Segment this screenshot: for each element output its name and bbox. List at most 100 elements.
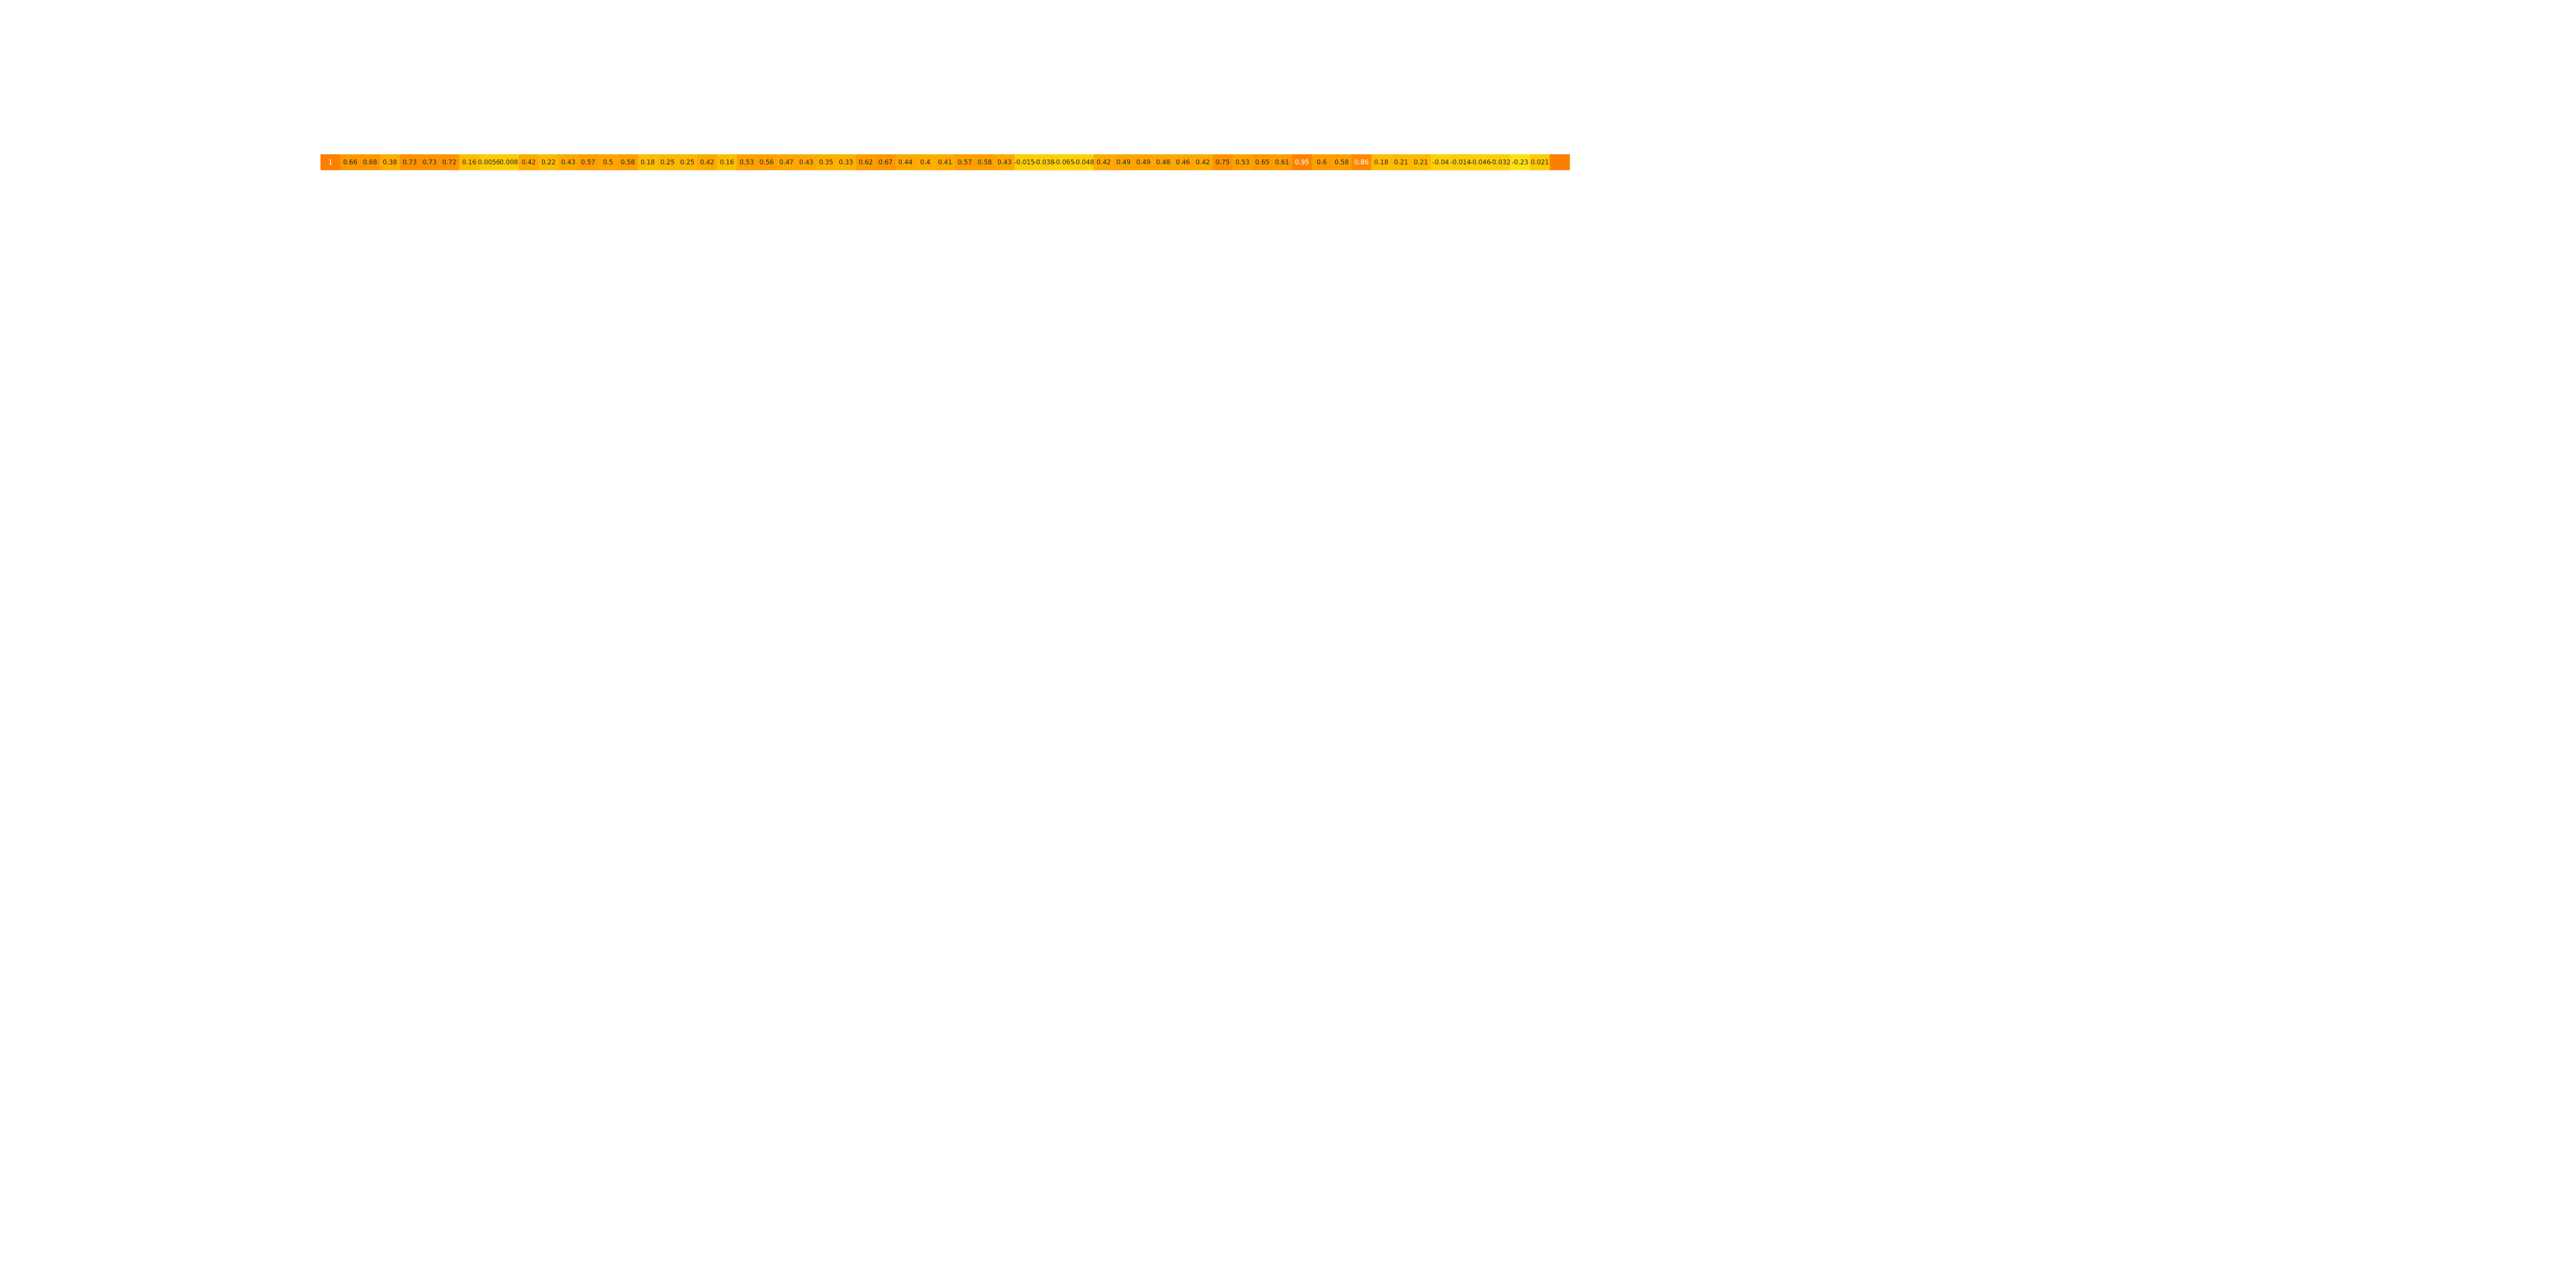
heatmap-cell: [717, 154, 737, 171]
heatmap-cell-label: 0.86: [1354, 159, 1368, 166]
heatmap-cell: [1193, 154, 1213, 171]
heatmap-cell: [1371, 154, 1392, 171]
heatmap-cell-label: -0.23: [1512, 159, 1528, 166]
heatmap-cell-label: 0.5: [603, 159, 613, 166]
heatmap-cell-label: 0.56: [760, 159, 774, 166]
heatmap-cell-label: 0.43: [561, 159, 575, 166]
heatmap-cell: [1530, 154, 1550, 171]
heatmap-cell-label: 0.46: [1176, 159, 1190, 166]
heatmap-cell: [1550, 154, 1570, 171]
heatmap-cell: [1391, 154, 1412, 171]
heatmap-cell: [816, 154, 836, 171]
heatmap-cell: [578, 154, 599, 171]
heatmap-cell: [360, 154, 381, 171]
heatmap-cell: [321, 154, 341, 171]
heatmap-cell: [1470, 154, 1491, 171]
heatmap-cell: [935, 154, 956, 171]
heatmap-cell-label: 0.0056: [478, 159, 500, 166]
heatmap-cell: [1133, 154, 1154, 171]
heatmap-cell: [1312, 154, 1332, 171]
heatmap-cell-label: 0.42: [522, 159, 536, 166]
heatmap-cell: [657, 154, 678, 171]
heatmap-cell-label: 0.73: [402, 159, 417, 166]
heatmap-cell-label: 1: [329, 159, 332, 166]
heatmap-cell-label: 0.021: [1531, 159, 1550, 166]
heatmap-cell: [1073, 154, 1094, 171]
heatmap-cell: [1411, 154, 1431, 171]
heatmap-cell-label: 0.75: [1216, 159, 1230, 166]
heatmap-cell-label: 0.38: [383, 159, 397, 166]
heatmap-cell: [697, 154, 718, 171]
heatmap-cell-label: -0.038: [1034, 159, 1055, 166]
heatmap-cell-label: 0.66: [343, 159, 357, 166]
heatmap-cell: [677, 154, 698, 171]
heatmap-cell: [637, 154, 658, 171]
heatmap-cell: [1252, 154, 1273, 171]
heatmap-cell-label: 0.25: [660, 159, 675, 166]
heatmap-cell: [875, 154, 896, 171]
heatmap-cell-label: 0.18: [640, 159, 654, 166]
heatmap-cell-label: 0.73: [423, 159, 437, 166]
heatmap-cell: [1331, 154, 1352, 171]
heatmap-cell-label: 0.42: [1096, 159, 1111, 166]
heatmap-cell-label: 0.43: [997, 159, 1011, 166]
heatmap-cell: [736, 154, 757, 171]
heatmap-cell-label: 0.57: [581, 159, 596, 166]
heatmap-cell-label: 0.16: [462, 159, 476, 166]
heatmap-cell: [538, 154, 559, 171]
heatmap-cell: [1114, 154, 1134, 171]
heatmap-cell: [598, 154, 619, 171]
heatmap-cell-label: 0.44: [898, 159, 912, 166]
heatmap-cell-label: 0.61: [1275, 159, 1289, 166]
heatmap-cell-label: 0.62: [859, 159, 873, 166]
heatmap-cell-label: -0.048: [1073, 159, 1094, 166]
heatmap-cell-label: 0.95: [1295, 159, 1309, 166]
heatmap-cell-label: 0.72: [442, 159, 456, 166]
heatmap-cell: [1014, 154, 1035, 171]
heatmap-cell-label: 0.21: [1414, 159, 1428, 166]
heatmap-cell: [836, 154, 856, 171]
heatmap-cell-label: 0.42: [700, 159, 714, 166]
heatmap-cell: [994, 154, 1015, 171]
heatmap-cell-label: -0.014: [1450, 159, 1471, 166]
heatmap-cells: [321, 154, 1570, 171]
heatmap-cell: [1272, 154, 1292, 171]
heatmap-cell: [895, 154, 916, 171]
heatmap-cell-label: 0.58: [978, 159, 992, 166]
heatmap-cell-label: 0.57: [958, 159, 972, 166]
heatmap-cell-label: 0.58: [1334, 159, 1348, 166]
heatmap-cell: [757, 154, 777, 171]
heatmap-cell-label: 0.18: [1374, 159, 1389, 166]
heatmap-cell-label: 0.25: [681, 159, 695, 166]
heatmap-cell: [1292, 154, 1313, 171]
heatmap-cell: [558, 154, 579, 171]
heatmap-cell: [1093, 154, 1114, 171]
heatmap-cell-label: 0.53: [739, 159, 754, 166]
heatmap-cell: [776, 154, 797, 171]
heatmap-cell-label: 0.48: [1156, 159, 1170, 166]
heatmap-cell: [499, 154, 520, 171]
heatmap-cell: [340, 154, 361, 171]
heatmap-cell-label: -0.065: [1054, 159, 1075, 166]
heatmap-cell-label: 0.35: [819, 159, 833, 166]
heatmap-cell-label: 0.65: [1255, 159, 1269, 166]
heatmap-cell-label: 0.008: [499, 159, 518, 166]
heatmap-cell-label: 0.41: [938, 159, 952, 166]
heatmap-cell: [915, 154, 935, 171]
heatmap-cell: [420, 154, 440, 171]
heatmap-cell-label: 0.22: [541, 159, 555, 166]
heatmap-cell: [974, 154, 995, 171]
heatmap-cell-label: 0.33: [839, 159, 853, 166]
heatmap-cell: [796, 154, 817, 171]
heatmap-cell-label: -0.015: [1014, 159, 1035, 166]
heatmap-cell-label: 0.16: [720, 159, 734, 166]
heatmap-cell-label: 0.49: [1136, 159, 1150, 166]
heatmap-cell-label: 0.68: [363, 159, 377, 166]
heatmap-cell: [1213, 154, 1233, 171]
heatmap-annotations: 1 0.66 0.68 0.38 0.73 0.73 0.72 0.16 0.0056 0.008…: [329, 159, 1550, 166]
heatmap-cell-label: 0.49: [1117, 159, 1131, 166]
heatmap-cell: [1351, 154, 1372, 171]
heatmap-cell: [618, 154, 638, 171]
heatmap-cell: [856, 154, 877, 171]
